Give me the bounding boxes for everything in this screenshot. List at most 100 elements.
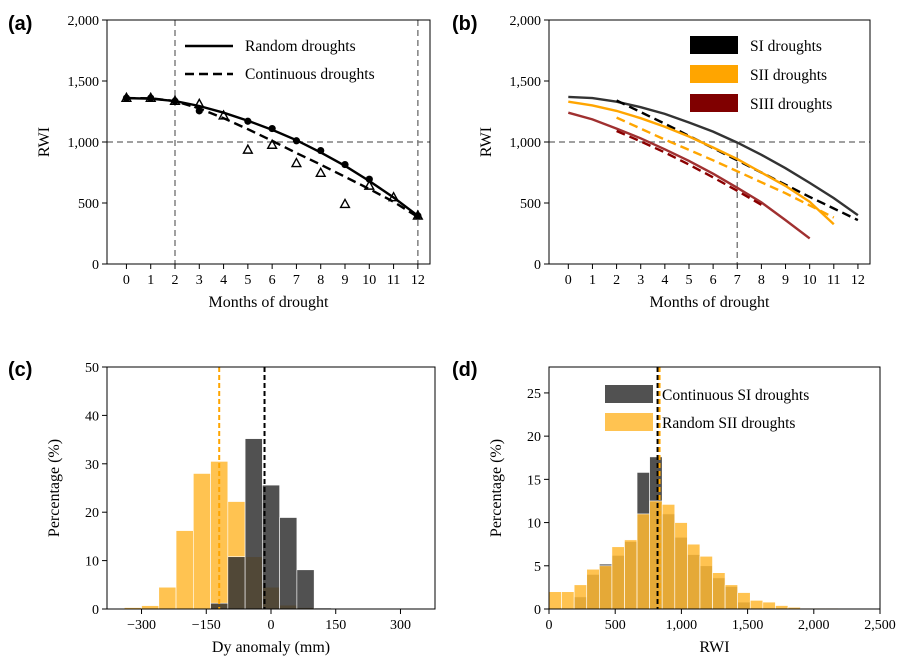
series-line-continuous — [126, 96, 419, 219]
legend-swatch — [690, 36, 738, 54]
x-tick-label: 2,500 — [864, 618, 896, 633]
data-point-triangle — [290, 157, 303, 168]
y-tick-label: 5 — [534, 560, 541, 575]
y-tick-label: 1,000 — [68, 136, 100, 151]
x-tick-label: 0 — [565, 273, 572, 288]
legend-label: Random SII droughts — [662, 415, 795, 432]
histogram-bar — [586, 568, 600, 610]
y-axis-label: RWI — [36, 127, 53, 157]
x-axis-label: RWI — [699, 639, 729, 656]
y-tick-label: 20 — [85, 506, 99, 521]
histogram-bar — [227, 556, 246, 610]
legend-label: Continuous droughts — [245, 66, 375, 83]
data-point-triangle — [242, 143, 254, 154]
panel-a-line-chart: Random droughts Continuous droughts 0 1 2 3 4 5… — [8, 13, 431, 311]
histogram-bar — [724, 584, 738, 610]
legend-label: SII droughts — [750, 67, 827, 84]
data-point-triangle — [315, 166, 327, 178]
panel-b-line-chart: SI droughts SII droughts SIII droughts 0 1 2 3… — [452, 13, 871, 311]
x-tick-label: 9 — [782, 273, 789, 288]
series-line — [616, 129, 763, 206]
x-tick-label: 8 — [317, 273, 324, 288]
series-line — [568, 100, 835, 226]
data-point-circle — [292, 137, 301, 145]
x-tick-label: 12 — [851, 273, 865, 288]
y-tick-label: 2,000 — [510, 14, 542, 29]
data-point-triangle — [193, 97, 205, 109]
y-tick-label: 15 — [527, 473, 541, 488]
y-tick-label: 20 — [527, 430, 541, 445]
x-tick-label: 6 — [269, 273, 276, 288]
legend: SI droughts SII droughts SIII droughts — [690, 36, 832, 113]
histogram-bar — [561, 591, 575, 610]
histogram-bar — [175, 530, 194, 610]
histogram-bar — [775, 605, 789, 610]
histogram-bar — [737, 592, 751, 610]
y-tick-label: 0 — [92, 258, 99, 273]
histogram-bar — [193, 473, 211, 610]
x-tick-label: 0 — [546, 618, 553, 633]
histogram-bar — [244, 438, 263, 610]
panel-label: (a) — [8, 13, 32, 35]
data-point-triangle — [169, 94, 181, 106]
panel-label: (b) — [452, 13, 478, 35]
x-tick-label: 12 — [411, 273, 425, 288]
y-tick-label: 25 — [527, 387, 541, 402]
legend-swatch — [605, 385, 653, 403]
x-tick-label: 1 — [589, 273, 596, 288]
x-tick-label: 1,000 — [666, 618, 698, 633]
y-tick-label: 0 — [92, 603, 99, 618]
histogram-bar — [599, 565, 613, 610]
series-line — [567, 111, 811, 240]
histogram-bar — [296, 569, 315, 610]
x-tick-label: 4 — [661, 273, 668, 288]
legend-label: Random droughts — [245, 38, 356, 55]
x-tick-label: 8 — [758, 273, 765, 288]
y-axis-label: Percentage (%) — [46, 439, 63, 537]
histogram-bar — [712, 572, 726, 610]
histogram-bar — [674, 522, 688, 610]
x-axis-label: Dy anomaly (mm) — [212, 639, 330, 656]
histogram-bar — [611, 546, 625, 610]
x-tick-label: 5 — [685, 273, 692, 288]
histogram-bar — [279, 517, 298, 610]
x-tick-label: 7 — [293, 273, 300, 288]
histogram-bar — [699, 555, 713, 610]
legend-label: SI droughts — [750, 38, 822, 55]
x-tick-label: 500 — [605, 618, 626, 633]
data-point-circle — [268, 124, 276, 133]
x-tick-label: 11 — [827, 273, 840, 288]
x-tick-label: 3 — [196, 273, 203, 288]
y-tick-label: 1,500 — [510, 75, 542, 90]
y-tick-label: 50 — [85, 361, 99, 376]
legend-label: SIII droughts — [750, 96, 832, 113]
plot-frame — [548, 366, 881, 610]
legend-swatch — [605, 413, 653, 431]
panel-label: (c) — [8, 359, 32, 381]
x-tick-label: 2,000 — [798, 618, 830, 633]
y-tick-label: 10 — [85, 555, 99, 570]
x-tick-label: 4 — [220, 273, 227, 288]
x-tick-label: 7 — [734, 273, 741, 288]
x-tick-label: 10 — [362, 273, 376, 288]
y-axis-label: Percentage (%) — [488, 439, 505, 537]
panel-c-histogram: −300 −150 0 150 300 0 10 20 30 40 50 Dy anomaly (mm… — [8, 359, 436, 656]
panel-label: (d) — [452, 359, 478, 381]
x-tick-label: 5 — [244, 273, 251, 288]
histogram-bar — [573, 584, 588, 610]
x-tick-label: 300 — [390, 618, 411, 633]
data-point-triangle — [120, 91, 133, 102]
data-point-triangle — [217, 109, 230, 120]
y-tick-label: 30 — [85, 458, 99, 473]
histogram-bar — [661, 504, 676, 610]
histogram-bar — [749, 600, 764, 610]
x-tick-label: 0 — [268, 618, 275, 633]
x-tick-label: 3 — [637, 273, 644, 288]
series-line — [616, 116, 835, 219]
y-axis-label: RWI — [478, 127, 495, 157]
histogram-bar — [624, 539, 638, 610]
histogram-bar — [141, 605, 160, 610]
x-axis-label: Months of drought — [650, 294, 771, 311]
data-point-circle — [365, 175, 373, 183]
